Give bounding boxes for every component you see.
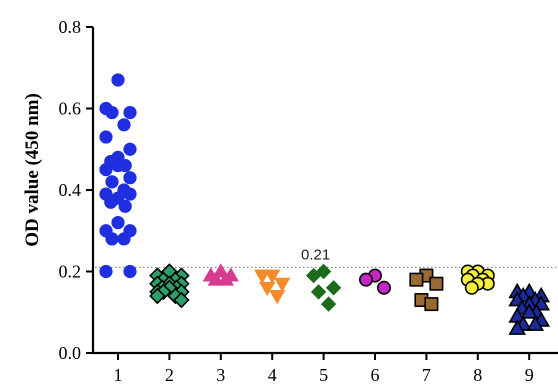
data-point — [117, 118, 131, 132]
y-tick-label: 0.8 — [59, 17, 82, 37]
data-point — [464, 280, 479, 295]
data-point — [264, 269, 281, 284]
data-point — [99, 163, 113, 177]
x-tick-label: 5 — [319, 365, 328, 385]
data-point — [254, 269, 271, 284]
data-point — [123, 142, 137, 156]
x-tick-label: 7 — [422, 365, 431, 385]
data-point — [274, 277, 291, 292]
threshold-label: 0.21 — [301, 246, 330, 263]
y-tick-label: 0.2 — [59, 262, 82, 282]
y-tick-label: 0.0 — [59, 343, 82, 363]
data-point — [123, 105, 137, 120]
data-point — [99, 264, 113, 279]
data-point — [376, 280, 391, 295]
axes: 0.0 0.2 0.4 0.6 0.8 1 2 3 4 5 6 7 8 9 — [59, 17, 558, 385]
data-point — [111, 158, 125, 173]
data-point — [429, 276, 444, 291]
x-tick-label: 4 — [268, 365, 277, 385]
data-point — [111, 216, 125, 230]
data-point — [149, 287, 166, 305]
data-point — [123, 264, 137, 279]
data-point — [520, 303, 539, 319]
data-point — [117, 232, 131, 246]
data-point — [269, 289, 286, 305]
data-point — [207, 271, 224, 286]
data-point — [104, 195, 118, 209]
data-point — [105, 232, 119, 246]
x-tick-label: 9 — [525, 365, 534, 385]
data-point — [358, 272, 373, 287]
y-tick-label: 0.4 — [59, 180, 82, 200]
data-point — [310, 284, 327, 300]
x-tick-label: 3 — [216, 365, 225, 385]
data-point — [526, 315, 545, 331]
data-point — [325, 280, 342, 296]
data-point — [409, 272, 424, 287]
y-tick-label: 0.6 — [59, 99, 82, 119]
y-axis-label: OD value (450 nm) — [22, 93, 43, 247]
data-point — [105, 105, 119, 120]
data-point — [217, 271, 234, 286]
data-point — [320, 296, 337, 312]
data-point — [118, 199, 132, 213]
data-point — [111, 73, 125, 87]
x-tick-label: 1 — [114, 365, 123, 385]
data-point — [123, 187, 137, 201]
data-point — [508, 319, 527, 335]
data-point — [305, 267, 322, 284]
data-point — [99, 130, 113, 144]
x-tick-label: 6 — [371, 365, 380, 385]
data-point — [123, 171, 137, 185]
x-tick-label: 2 — [165, 365, 174, 385]
data-point — [259, 281, 276, 297]
data-point — [424, 297, 439, 312]
data-point — [173, 291, 190, 309]
x-tick-label: 8 — [473, 365, 482, 385]
data-point — [105, 175, 119, 189]
data-points — [99, 73, 551, 335]
